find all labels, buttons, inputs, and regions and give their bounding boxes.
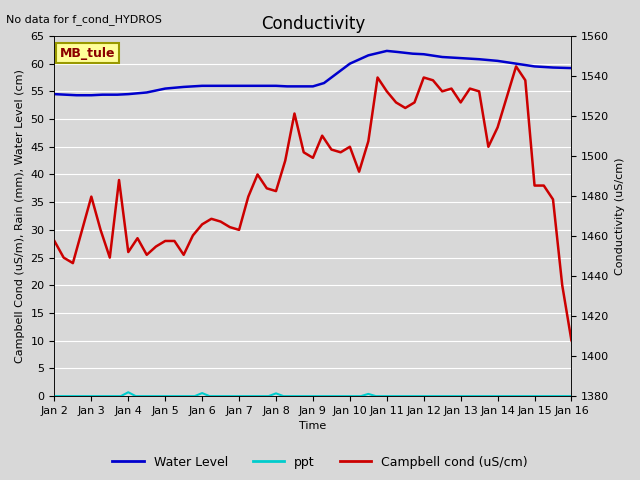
Y-axis label: Campbell Cond (uS/m), Rain (mm), Water Level (cm): Campbell Cond (uS/m), Rain (mm), Water L…	[15, 69, 25, 363]
Text: No data for f_cond_HYDROS: No data for f_cond_HYDROS	[6, 14, 163, 25]
Y-axis label: Conductivity (uS/cm): Conductivity (uS/cm)	[615, 157, 625, 275]
X-axis label: Time: Time	[300, 421, 326, 432]
Text: MB_tule: MB_tule	[60, 47, 115, 60]
Legend: Water Level, ppt, Campbell cond (uS/cm): Water Level, ppt, Campbell cond (uS/cm)	[108, 451, 532, 474]
Title: Conductivity: Conductivity	[261, 15, 365, 33]
